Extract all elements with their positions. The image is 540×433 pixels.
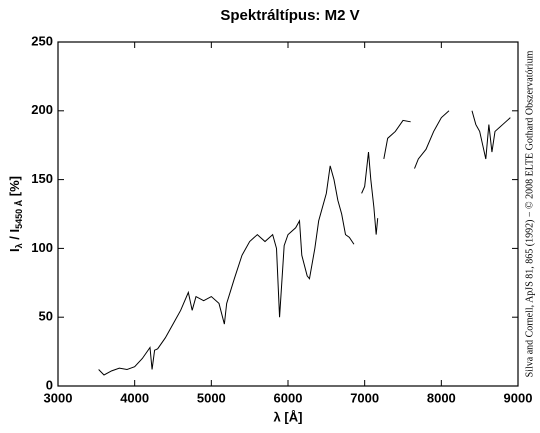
y-label-part: [%] [7, 176, 22, 200]
x-tick-label: 3000 [44, 390, 73, 405]
x-tick-label: 6000 [274, 390, 303, 405]
y-tick-label: 150 [31, 171, 53, 186]
y-tick-label: 200 [31, 102, 53, 117]
y-tick-label: 100 [31, 240, 53, 255]
x-tick-label: 5000 [197, 390, 226, 405]
chart-title: Spektráltípus: M2 V [220, 7, 359, 24]
x-tick-label: 9000 [504, 390, 533, 405]
y-tick-label: 50 [39, 309, 53, 324]
y-axis-label: Iλ / I5450 Å [%] [7, 176, 24, 252]
plot-frame [57, 41, 519, 387]
credit: Silva and Cornell, ApJS 81, 865 (1992) −… [524, 50, 535, 377]
y-label-part: I [7, 248, 22, 252]
y-tick-label: 0 [46, 377, 53, 392]
y-label-part: 5450 Å [14, 199, 24, 229]
y-label-part: / I [7, 229, 22, 243]
x-tick-label: 4000 [120, 390, 149, 405]
y-tick-label: 250 [31, 33, 53, 48]
y-label-part: λ [14, 243, 24, 248]
x-axis-label: λ [Å] [274, 409, 303, 424]
x-tick-label: 7000 [350, 390, 379, 405]
spectrum-line [98, 110, 511, 376]
x-tick-label: 8000 [427, 390, 456, 405]
